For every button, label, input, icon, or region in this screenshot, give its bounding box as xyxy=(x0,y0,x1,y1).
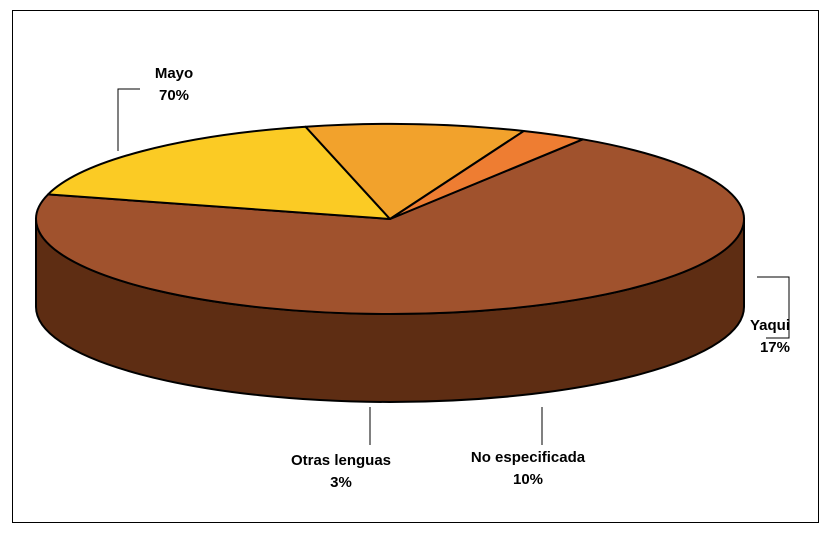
pie-labels: Mayo 70% Yaqui 17% No especificada 10% Otras l… xyxy=(155,65,790,491)
data-label-yaqui: Yaqui xyxy=(750,317,790,334)
pie-slice-yaqui xyxy=(47,125,391,220)
data-label-no-especificada: No especificada xyxy=(471,449,586,466)
pie-slice-otras-lenguas xyxy=(389,130,584,220)
pie-slice-no-especificada xyxy=(304,123,525,220)
data-value-no-especificada: 10% xyxy=(513,471,543,488)
data-value-mayo: 70% xyxy=(159,87,189,104)
leader-line-mayo xyxy=(117,88,140,151)
leader-line-yaqui xyxy=(757,276,790,339)
pie-slice-mayo xyxy=(35,138,745,315)
data-label-mayo: Mayo xyxy=(155,65,193,82)
pie-tops xyxy=(35,123,745,315)
data-value-yaqui: 17% xyxy=(760,339,790,356)
data-value-otras-lenguas: 3% xyxy=(330,474,352,491)
pie-leaders xyxy=(117,88,790,445)
data-label-otras-lenguas: Otras lenguas xyxy=(291,452,391,469)
